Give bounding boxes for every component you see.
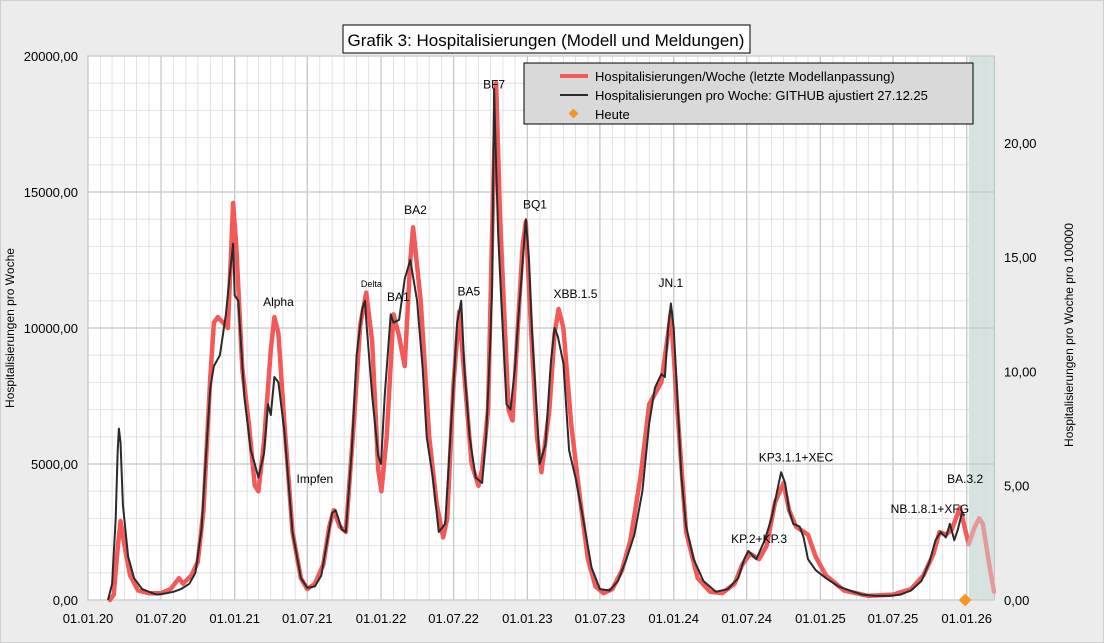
x-tick-label: 01.01.20 (63, 611, 114, 626)
x-tick-label: 01.07.24 (721, 611, 772, 626)
series-line-model-forecast (966, 516, 997, 595)
major-grid (87, 55, 994, 601)
x-tick-label: 01.07.25 (868, 611, 919, 626)
annotation-label: KP.2+KP.3 (731, 532, 787, 546)
annotation-label: KP3.1.1+XEC (759, 450, 834, 464)
legend-label-today: Heute (595, 107, 630, 122)
legend: Hospitalisierungen/Woche (letzte Modella… (523, 62, 974, 125)
y2-tick-label: 10,00 (1004, 364, 1037, 379)
x-tick-label: 01.01.24 (648, 611, 699, 626)
x-tick-label: 01.07.23 (575, 611, 626, 626)
chart-title: Grafik 3: Hospitalisierungen (Modell und… (348, 31, 745, 50)
x-tick-label: 01.07.22 (428, 611, 479, 626)
legend-label-model: Hospitalisierungen/Woche (letzte Modella… (595, 69, 895, 84)
legend-label-github: Hospitalisierungen pro Woche: GITHUB aju… (595, 88, 928, 103)
annotation-label: Delta (361, 279, 382, 289)
annotation-layer: Alpha Impfen Delta BA1 BA2 BA5 BF7 BQ1 XBB.1.5 JN… (263, 78, 983, 546)
x-tick-label: 01.07.20 (136, 611, 187, 626)
annotation-label: Impfen (297, 472, 334, 486)
y2-tick-label: 20,00 (1004, 136, 1037, 151)
x-tick-label: 01.01.26 (941, 611, 992, 626)
y2-tick-label: 15,00 (1004, 250, 1037, 265)
y-tick-label: 10000,00 (24, 321, 78, 336)
annotation-label: BA1 (387, 290, 410, 304)
annotation-label: BF7 (483, 78, 505, 92)
y2-tick-label: 0,00 (1004, 593, 1029, 608)
annotation-label: NB.1.8.1+XFG (891, 502, 969, 516)
y-axis-label-right: Hospitalisierungen pro Woche pro 100000 (1062, 223, 1076, 447)
axis-layer: 01.01.20 01.07.20 01.01.21 01.07.21 01.01.22… (24, 49, 1037, 626)
y-tick-label: 5000,00 (31, 457, 78, 472)
annotation-label: BA5 (457, 284, 480, 298)
x-tick-label: 01.01.23 (502, 611, 553, 626)
series-line-github (107, 87, 966, 601)
x-tick-label: 01.01.21 (209, 611, 260, 626)
annotation-label: BQ1 (523, 197, 547, 211)
annotation-label: BA2 (404, 203, 427, 217)
x-tick-label: 01.07.21 (282, 611, 333, 626)
x-tick-label: 01.01.22 (356, 611, 407, 626)
y-axis-label-left: Hospitalisierungen pro Woche (3, 248, 17, 408)
y-tick-label: 15000,00 (24, 185, 78, 200)
x-tick-label: 01.01.25 (795, 611, 846, 626)
legend-swatch-today (568, 108, 579, 119)
annotation-label: Alpha (263, 295, 294, 309)
annotation-label: XBB.1.5 (553, 287, 597, 301)
y2-tick-label: 5,00 (1004, 479, 1029, 494)
legend-box (523, 62, 974, 125)
annotation-label: JN.1 (659, 276, 684, 290)
chart-title-box: Grafik 3: Hospitalisierungen (Modell und… (342, 24, 751, 54)
y-tick-label: 0,00 (53, 593, 78, 608)
y-tick-label: 20000,00 (24, 49, 78, 64)
annotation-label: BA.3.2 (947, 472, 983, 486)
